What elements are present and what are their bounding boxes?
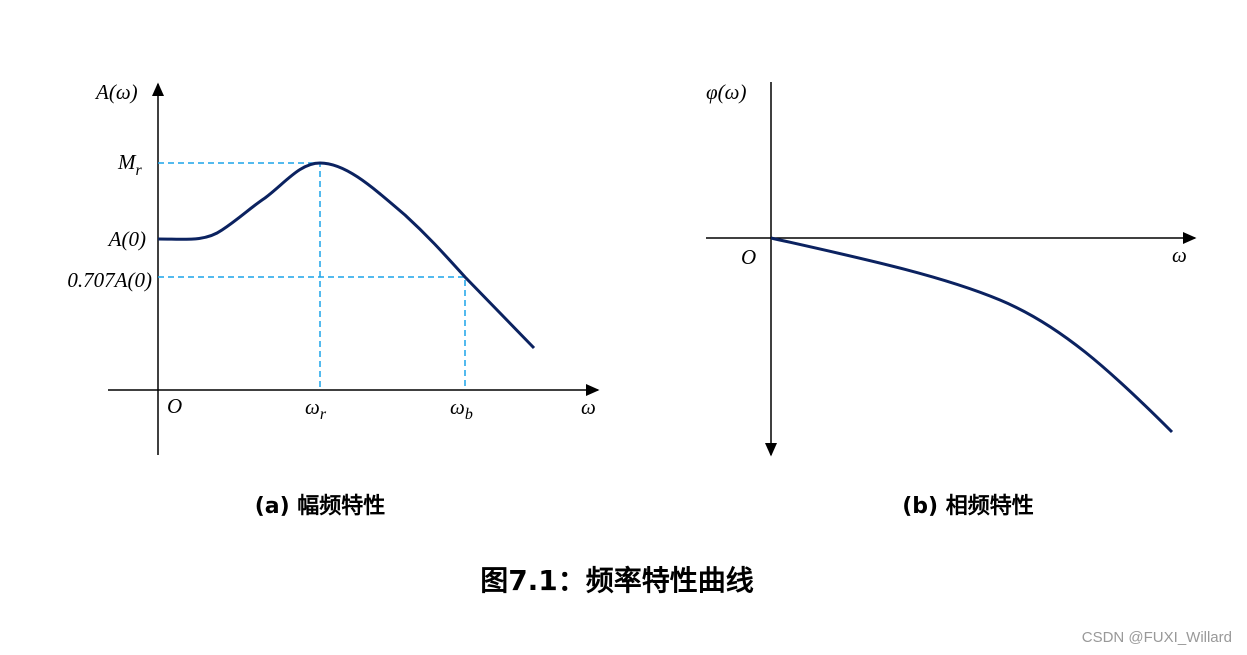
watermark: CSDN @FUXI_Willard — [1082, 629, 1232, 646]
amplitude-curve — [157, 161, 536, 350]
x-axis-label: ω — [1172, 243, 1187, 267]
caption: (b) 相频特性 — [902, 493, 1034, 519]
x-mark: ωr — [305, 395, 327, 423]
y-mark: A(0) — [107, 227, 146, 251]
right-diagram: φ(ω) O ω (b) 相频特性 — [706, 80, 1197, 519]
label: M — [117, 150, 137, 174]
y-axis-label: A(ω) — [94, 80, 138, 104]
x-mark: ωb — [450, 395, 473, 423]
y-axis-label: φ(ω) — [706, 80, 746, 104]
phase-curve — [770, 236, 1174, 434]
figure-title: 图7.1：频率特性曲线 — [480, 564, 754, 597]
origin-label: O — [167, 394, 182, 418]
caption: (a) 幅频特性 — [255, 493, 386, 519]
subscript: r — [136, 162, 143, 179]
subscript: r — [320, 406, 327, 423]
origin-label: O — [741, 245, 756, 269]
label: ω — [450, 395, 465, 419]
y-mark: Mr — [117, 150, 143, 179]
x-axis-label: ω — [581, 395, 596, 419]
guide-lines — [158, 162, 466, 390]
label: ω — [305, 395, 320, 419]
subscript: b — [465, 406, 473, 423]
y-mark: 0.707A(0) — [67, 268, 152, 292]
left-diagram: A(ω) Mr A(0) 0.707A(0) O ωr ωb ω (a) 幅频特… — [67, 80, 600, 519]
